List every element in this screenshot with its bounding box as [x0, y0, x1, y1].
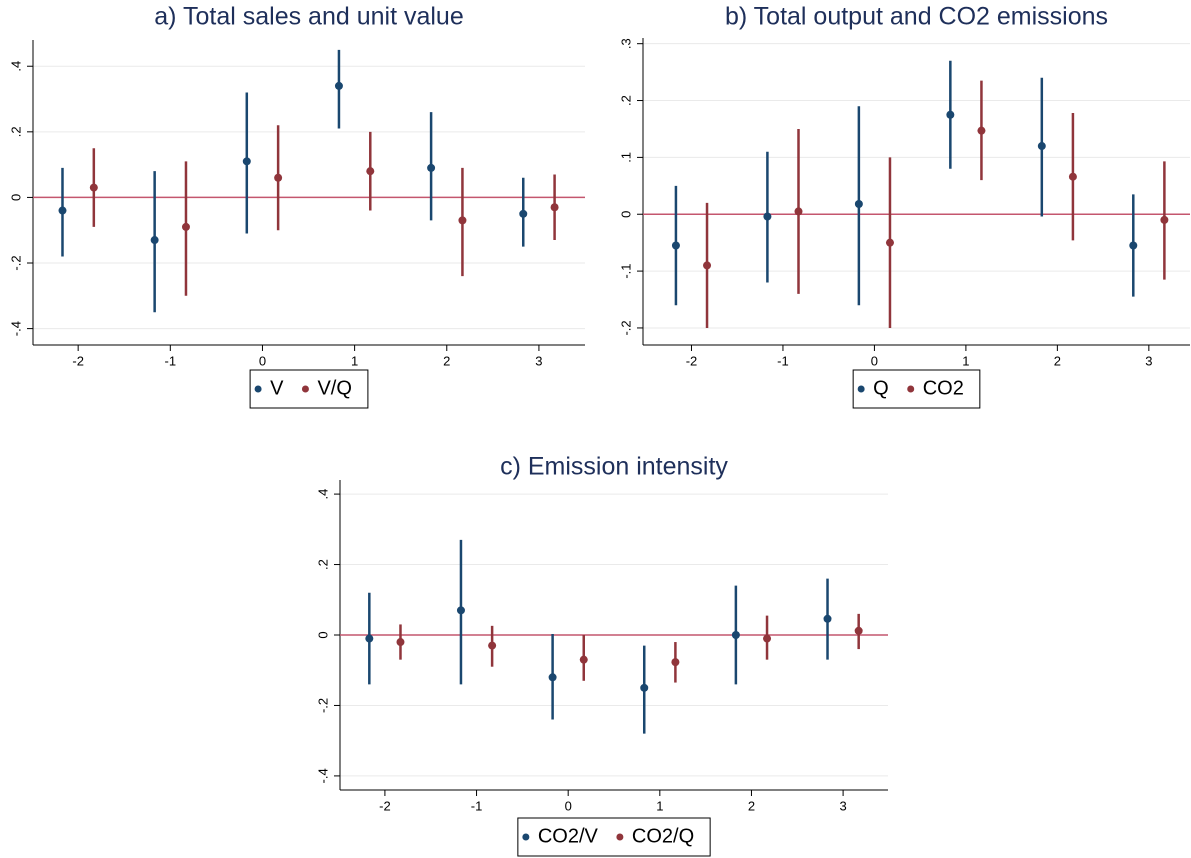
x-tick-label: 0 [871, 353, 878, 368]
y-tick-label: -.1 [618, 264, 633, 279]
y-tick-label: -.4 [315, 768, 330, 783]
panel: a) Total sales and unit value -.4 -.2 0 .2 .4… [8, 3, 585, 409]
point [640, 683, 649, 692]
point [885, 238, 894, 247]
legend-label: CO2/V [538, 825, 599, 847]
y-tick-label: -.2 [618, 320, 633, 335]
x-tick-label: -1 [165, 353, 177, 368]
legend-box [852, 369, 981, 409]
x-tick-label: 3 [839, 798, 846, 813]
point [366, 167, 375, 176]
x-tick-label: 0 [259, 353, 266, 368]
legend-label: CO2/Q [632, 825, 694, 847]
point [579, 655, 588, 664]
legend: V V/Q [249, 369, 369, 409]
y-tick-label: .2 [618, 95, 633, 106]
point [274, 173, 283, 182]
legend-marker [522, 833, 530, 841]
x-tick-label: 1 [656, 798, 663, 813]
point [1160, 215, 1169, 224]
point [703, 261, 712, 270]
panel-title: a) Total sales and unit value [154, 3, 463, 31]
point [1037, 142, 1046, 151]
point [519, 209, 528, 218]
point [488, 641, 497, 650]
legend-label: Q [873, 377, 889, 399]
y-tick-label: 0 [618, 211, 633, 218]
point [334, 81, 343, 90]
panel-title: b) Total output and CO2 emissions [725, 3, 1108, 31]
point [977, 126, 986, 135]
legend-label: V/Q [317, 377, 351, 399]
point [548, 673, 557, 682]
legend-box [249, 369, 369, 409]
y-tick-label: .3 [618, 38, 633, 49]
point [458, 216, 467, 225]
point [794, 207, 803, 216]
point [1068, 172, 1077, 181]
point [731, 631, 740, 639]
point [427, 163, 436, 172]
y-tick-label: .4 [315, 489, 330, 500]
point [242, 157, 251, 166]
x-tick-label: -2 [72, 353, 84, 368]
point [550, 203, 559, 212]
y-tick-label: -.2 [8, 255, 23, 270]
x-tick-label: 2 [1054, 353, 1061, 368]
point [89, 183, 98, 192]
point [946, 110, 955, 119]
point [456, 606, 465, 615]
x-tick-label: 3 [535, 353, 542, 368]
legend-marker [857, 385, 865, 393]
legend-marker [616, 833, 624, 841]
point [150, 236, 159, 245]
y-tick-label: .1 [618, 152, 633, 163]
point [396, 638, 405, 647]
legend: Q CO2 [852, 369, 981, 409]
x-tick-label: -2 [686, 353, 698, 368]
point [1129, 241, 1138, 250]
point [823, 614, 832, 623]
x-tick-label: -1 [471, 798, 483, 813]
x-tick-label: -2 [379, 798, 391, 813]
panel-title: c) Emission intensity [500, 453, 728, 481]
y-tick-label: 0 [8, 194, 23, 201]
point [854, 200, 863, 209]
y-tick-label: -.4 [8, 321, 23, 336]
panel: c) Emission intensity -.4 -.2 0 .2 .4 -2 -1 0 1 2 3… [315, 453, 888, 857]
point [58, 206, 67, 215]
y-tick-label: .2 [8, 126, 23, 137]
panel: b) Total output and CO2 emissions -.2 -.1 0… [618, 3, 1190, 409]
legend-box [517, 817, 711, 857]
legend: CO2/V CO2/Q [517, 817, 711, 857]
legend-label: V [270, 377, 284, 399]
x-tick-label: 3 [1145, 353, 1152, 368]
x-tick-label: 0 [565, 798, 572, 813]
point [763, 634, 772, 643]
y-tick-label: .2 [315, 559, 330, 570]
y-tick-label: -.2 [315, 698, 330, 713]
point [671, 658, 680, 667]
x-tick-label: -1 [777, 353, 789, 368]
y-tick-label: .4 [8, 61, 23, 72]
point [671, 241, 680, 250]
point [854, 626, 863, 635]
point [181, 222, 190, 231]
legend-marker [254, 385, 262, 393]
point [763, 212, 772, 221]
x-tick-label: 1 [351, 353, 358, 368]
x-tick-label: 2 [748, 798, 755, 813]
point [365, 634, 374, 643]
legend-label: CO2 [923, 377, 964, 399]
legend-marker [301, 385, 309, 393]
y-tick-label: 0 [315, 631, 330, 638]
x-tick-label: 1 [962, 353, 969, 368]
legend-marker [907, 385, 915, 393]
x-tick-label: 2 [443, 353, 450, 368]
